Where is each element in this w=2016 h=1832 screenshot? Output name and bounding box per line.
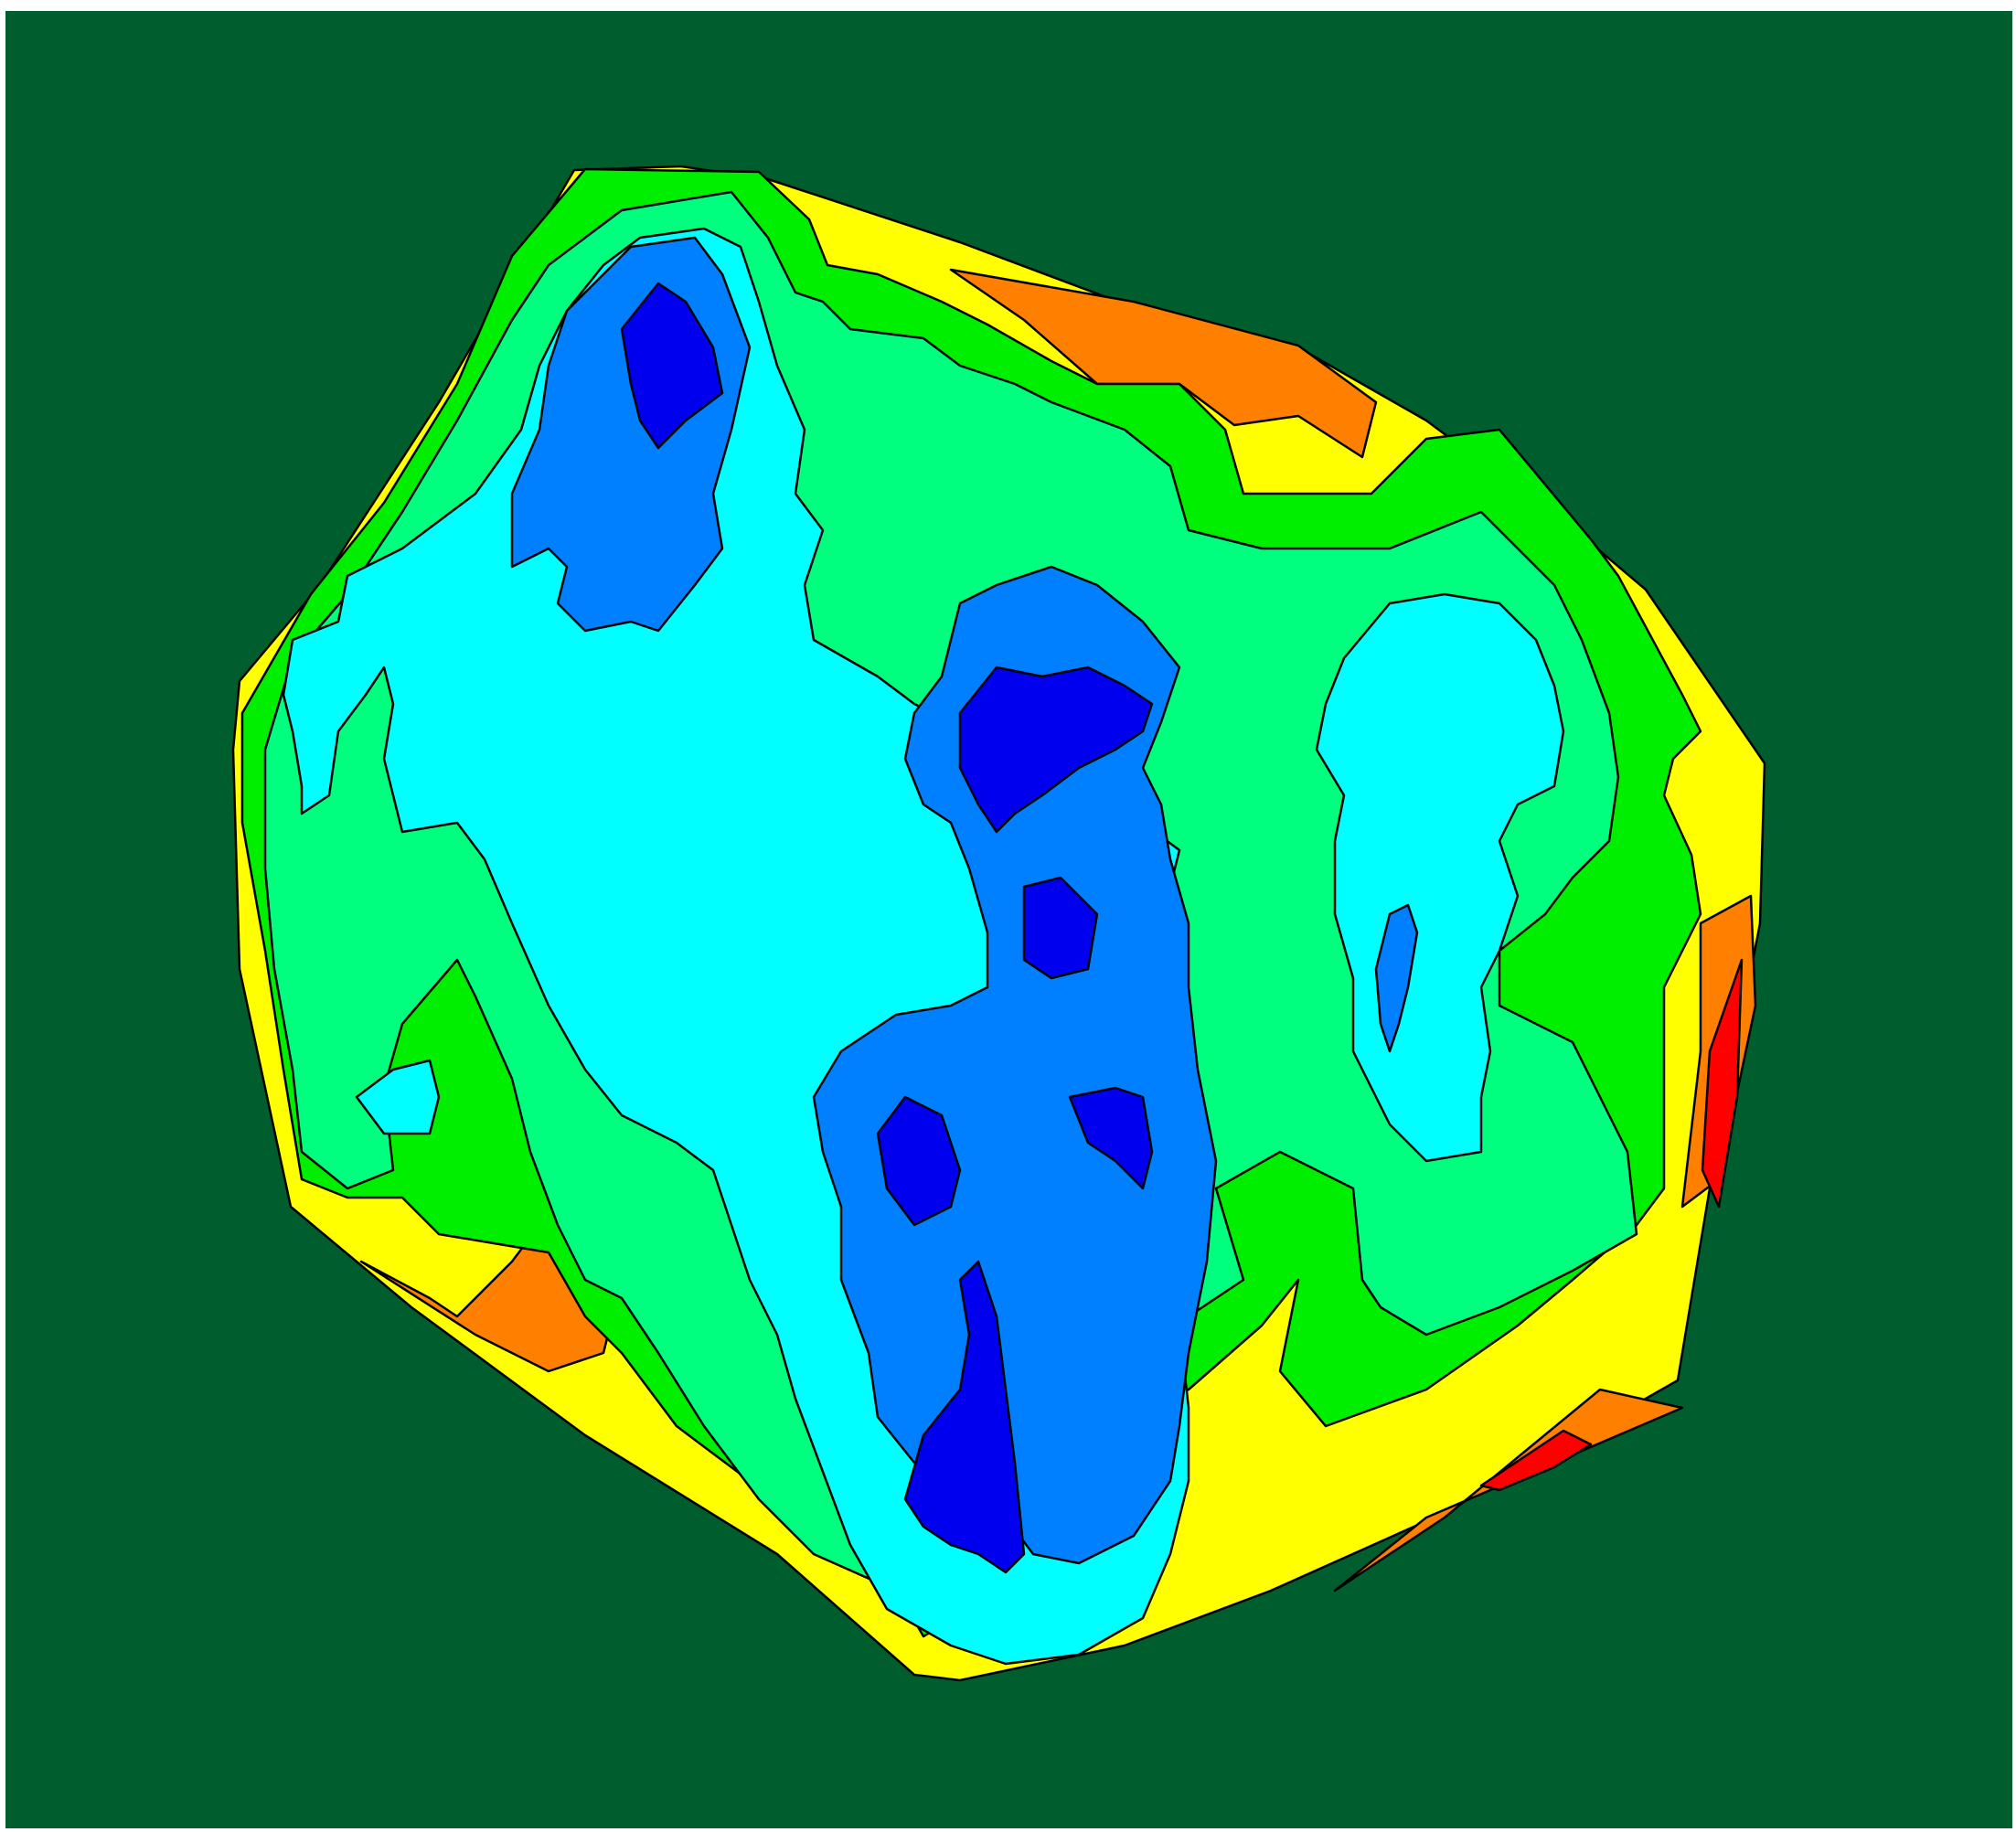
- contour-zone-level-1: [903, 1260, 1026, 1574]
- contour-zone-level-7: [1333, 1388, 1684, 1592]
- contour-zone-level-1: [1068, 1086, 1154, 1190]
- contour-zone-level-1: [876, 1095, 962, 1227]
- contour-zone-level-3: [355, 1059, 441, 1135]
- contour-zone-level-1: [1022, 876, 1099, 980]
- contour-zone-level-1: [958, 666, 1154, 834]
- contour-zone-level-7: [949, 268, 1378, 459]
- contour-zone-level-8: [1701, 958, 1744, 1209]
- contour-zone-level-3: [1315, 592, 1565, 1163]
- contour-zone-level-1: [620, 282, 724, 450]
- contour-zone-level-8: [1479, 1429, 1593, 1492]
- contour-zone-level-2: [1374, 903, 1419, 1053]
